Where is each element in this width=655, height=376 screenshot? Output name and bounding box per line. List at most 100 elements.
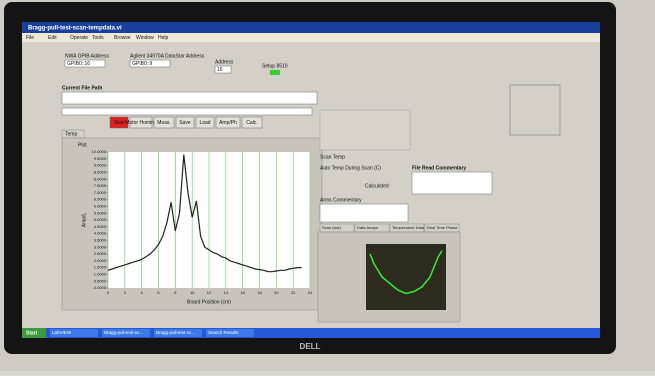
label: Address: [215, 59, 234, 65]
tab-label: Data Arrays: [357, 225, 378, 230]
field-value: 16: [217, 67, 223, 73]
x-tick-label: 16: [240, 290, 245, 295]
title-bar: [22, 22, 600, 33]
y-tick-label: 9.0000: [94, 163, 107, 168]
y-tick-label: 6.5000: [94, 197, 107, 202]
label: Arms Commentary: [320, 197, 362, 203]
path-field: [61, 91, 318, 105]
button-label: Meas.: [157, 120, 171, 126]
tab-label: Scan (tick): [322, 225, 342, 230]
start-button[interactable]: [22, 328, 46, 338]
text-box: [411, 171, 493, 195]
y-tick-label: 5.0000: [94, 217, 107, 222]
tab-label: Real Time Phase: [427, 225, 458, 230]
task-label: LabVIEW: [52, 330, 72, 335]
menu-item[interactable]: Operate: [70, 35, 88, 41]
y-tick-label: 4.5000: [94, 224, 107, 229]
x-tick-label: 4: [141, 290, 144, 295]
menu-item[interactable]: File: [26, 35, 34, 41]
label: Calculated: [365, 183, 389, 189]
button-label: Load: [199, 120, 210, 126]
y-tick-label: 2.5000: [94, 251, 107, 256]
task-button[interactable]: [102, 329, 150, 337]
y-tick-label: 0.5000: [94, 278, 107, 283]
button-label: Amp/Ph: [219, 120, 237, 126]
x-tick-label: 2: [124, 290, 127, 295]
x-tick-label: 24: [308, 290, 313, 295]
label: Agilent 34970A DataStar Address: [130, 53, 205, 59]
tabs: Scan (tick) Data Arrays Temperature Data Re…: [319, 223, 460, 233]
label: Auto Temp During Scan (C): [320, 165, 381, 171]
x-tick-label: 6: [157, 290, 160, 295]
status-field: [61, 107, 313, 116]
x-tick-label: 0: [107, 290, 110, 295]
task-label: Bragg-pull-test-sc...: [156, 330, 195, 335]
task-button[interactable]: [50, 329, 98, 337]
y-tick-label: 8.0000: [94, 176, 107, 181]
led: [270, 70, 280, 75]
label: File Read Commentary: [412, 165, 466, 171]
button[interactable]: [129, 116, 153, 129]
y-tick-label: 3.5000: [94, 237, 107, 242]
field: [64, 59, 106, 68]
window-title: Bragg-pull-test-scan-tempdata.vi: [28, 26, 122, 32]
x-tick-label: 8: [174, 290, 177, 295]
taskbar-items: LabVIEW Bragg-pull-test-sc... Bragg-pull-t…: [50, 329, 254, 337]
menu: File Edit Operate Tools Browse Window Help: [26, 35, 169, 41]
start-label: Start: [26, 330, 38, 336]
menu-item[interactable]: Edit: [48, 35, 57, 41]
button[interactable]: [175, 116, 195, 129]
button[interactable]: [241, 116, 263, 129]
field-value: GPIB0::16: [67, 61, 90, 67]
label: Current File Path: [62, 85, 102, 91]
y-tick-label: 5.5000: [94, 210, 107, 215]
buttons: Stop Motor Homing Meas. Save Load Amp/Ph Calc.: [109, 116, 263, 129]
y-tick-label: 7.0000: [94, 190, 107, 195]
y-tick-label: 6.0000: [94, 203, 107, 208]
button[interactable]: [153, 116, 175, 129]
button-label: Calc.: [246, 120, 257, 126]
x-tick-label: 18: [257, 290, 262, 295]
label: Setup 8510: [262, 63, 288, 69]
field: [214, 65, 232, 74]
y-tick-label: 7.5000: [94, 183, 107, 188]
task-button[interactable]: [154, 329, 202, 337]
tool-palette: [509, 84, 561, 136]
phase-line: [369, 250, 443, 295]
tab-label: Temp: [65, 131, 77, 137]
menu-item[interactable]: Window: [136, 35, 154, 41]
button-label: Save: [179, 120, 191, 126]
menu-item[interactable]: Help: [158, 35, 169, 41]
x-tick-label: 10: [190, 290, 195, 295]
menu-item[interactable]: Browse: [114, 35, 131, 41]
x-tick-label: 14: [224, 290, 229, 295]
menu-bar: [22, 33, 600, 42]
y-tick-label: 1.0000: [94, 271, 107, 276]
y-tick-label: 1.5000: [94, 265, 107, 270]
field: [129, 59, 171, 68]
task-label: Bragg-pull-test-sc...: [104, 330, 143, 335]
button[interactable]: [215, 116, 241, 129]
field-value: GPIB0::9: [132, 61, 153, 67]
y-axis-label: Amp/L: [81, 213, 87, 228]
x-tick-label: 20: [274, 290, 279, 295]
y-tick-label: 3.0000: [94, 244, 107, 249]
y-tick-label: 8.5000: [94, 169, 107, 174]
button[interactable]: [109, 116, 129, 129]
button-label: Stop: [114, 120, 125, 126]
text-box: [319, 203, 409, 223]
subpanel: [319, 109, 411, 151]
data-line: [107, 154, 302, 273]
task-button[interactable]: [206, 329, 254, 337]
y-tick-label: 10.0000: [92, 149, 107, 154]
taskbar: [22, 328, 600, 338]
button[interactable]: [195, 116, 215, 129]
menu-item[interactable]: Tools: [92, 35, 104, 41]
label: NWA GPIB Address: [65, 53, 109, 59]
button-label: Motor Homing: [125, 120, 157, 126]
y-tick-label: 9.5000: [94, 156, 107, 161]
y-tick-label: 0.0000: [94, 285, 107, 290]
y-tick-label: 4.0000: [94, 231, 107, 236]
y-tick-label: 2.0000: [94, 258, 107, 263]
x-tick-label: 22: [291, 290, 296, 295]
